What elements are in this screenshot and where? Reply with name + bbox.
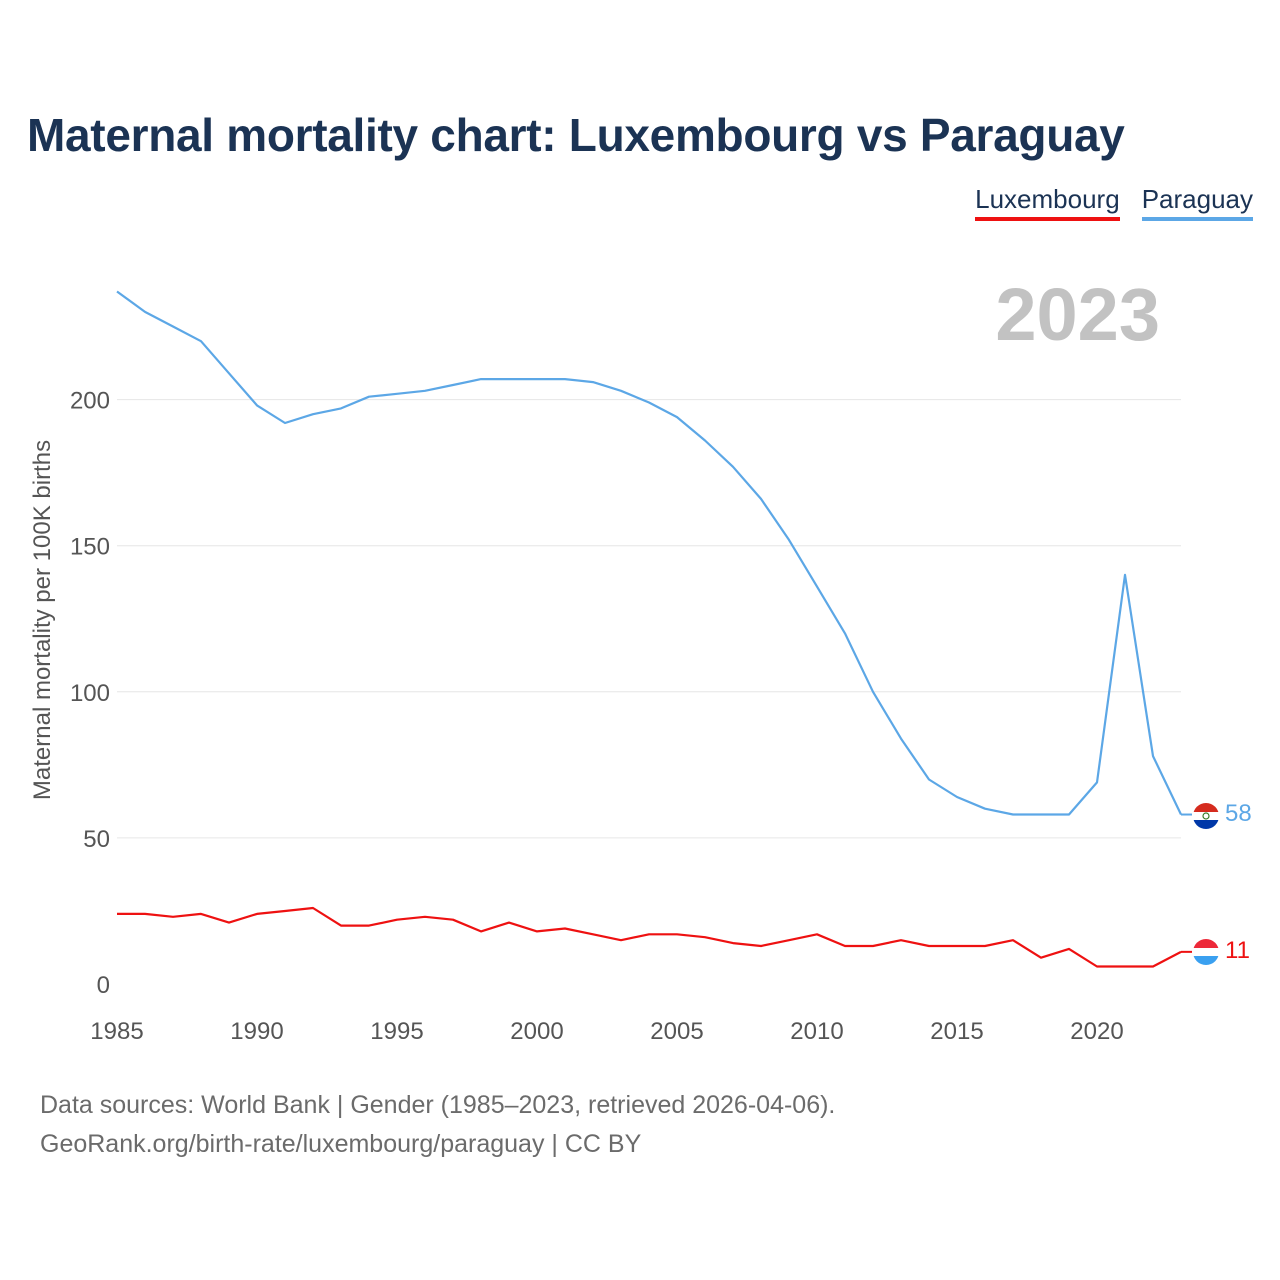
footer-link[interactable]: GeoRank.org/birth-rate/luxembourg/paragu… — [40, 1130, 545, 1158]
x-tick-label: 2015 — [930, 1018, 983, 1045]
x-tick-label: 2020 — [1070, 1018, 1123, 1045]
paraguay-end-label: 58 — [1225, 800, 1252, 827]
footer-license: | CC BY — [544, 1130, 642, 1158]
footer-attribution: GeoRank.org/birth-rate/luxembourg/paragu… — [40, 1125, 835, 1164]
footer: Data sources: World Bank | Gender (1985–… — [40, 1086, 835, 1164]
y-tick-label: 50 — [83, 826, 110, 853]
paraguay-flag-icon — [1193, 803, 1219, 829]
luxembourg-end-label: 11 — [1225, 937, 1250, 964]
y-tick-label: 0 — [97, 972, 110, 999]
x-tick-label: 1985 — [90, 1018, 143, 1045]
x-tick-label: 2005 — [650, 1018, 703, 1045]
series-line-paraguay — [116, 290, 1182, 816]
y-axis-label: Maternal mortality per 100K births — [29, 440, 56, 800]
y-tick-label: 200 — [70, 388, 110, 415]
x-tick-label: 2010 — [790, 1018, 843, 1045]
legend: Luxembourg Paraguay — [975, 184, 1253, 221]
page-title: Maternal mortality chart: Luxembourg vs … — [27, 109, 1125, 161]
year-watermark: 2023 — [995, 273, 1160, 356]
footer-source: Data sources: World Bank | Gender (1985–… — [40, 1091, 836, 1119]
x-tick-label: 1990 — [230, 1018, 283, 1045]
series-line-luxembourg — [117, 906, 1182, 968]
line-chart: 0 50 100 150 200 1985 1990 1995 2000 2005 2010 201… — [29, 273, 1252, 1045]
grid-lines — [117, 399, 1181, 839]
y-tick-label: 150 — [70, 534, 110, 561]
y-axis-ticks: 0 50 100 150 200 — [70, 388, 110, 999]
legend-item-paraguay[interactable]: Paraguay — [1141, 184, 1253, 221]
x-axis-ticks: 1985 1990 1995 2000 2005 2010 2015 2020 — [90, 1018, 1123, 1045]
legend-item-luxembourg[interactable]: Luxembourg — [975, 184, 1120, 221]
x-tick-label: 2000 — [510, 1018, 563, 1045]
series-lines — [116, 290, 1192, 968]
y-tick-label: 100 — [70, 680, 110, 707]
x-tick-label: 1995 — [370, 1018, 423, 1045]
luxembourg-flag-icon — [1193, 939, 1219, 965]
